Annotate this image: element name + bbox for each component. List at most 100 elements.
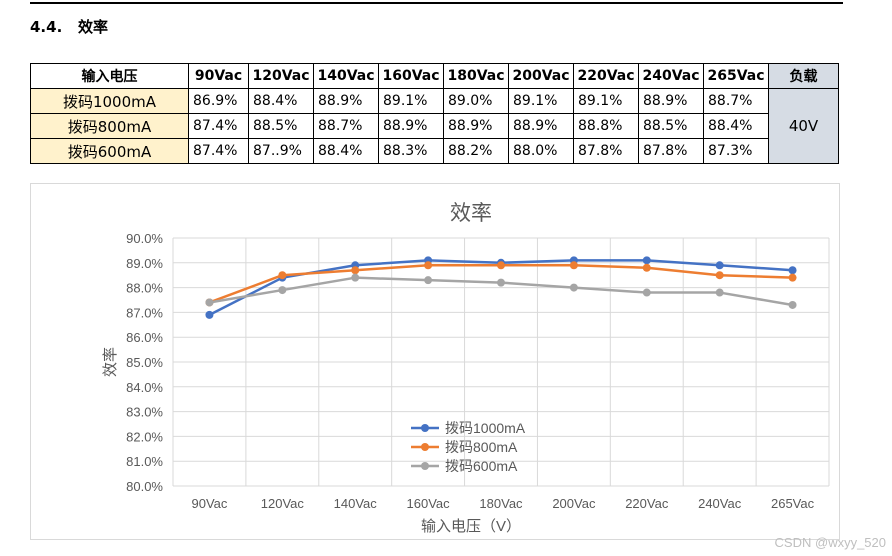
table-cell: 87..9% bbox=[248, 138, 314, 164]
x-tick-label: 140Vac bbox=[334, 496, 378, 511]
header-col: 90Vac bbox=[188, 63, 249, 89]
data-point bbox=[424, 276, 433, 285]
header-col: 120Vac bbox=[248, 63, 314, 89]
data-point bbox=[642, 288, 651, 297]
table-cell: 88.4% bbox=[313, 138, 379, 164]
table-cell: 88.5% bbox=[248, 113, 314, 139]
watermark: CSDN @wxyy_520 bbox=[774, 535, 886, 550]
data-point bbox=[497, 261, 505, 270]
table-cell: 89.1% bbox=[573, 88, 639, 114]
header-col: 220Vac bbox=[573, 63, 639, 89]
data-point bbox=[569, 261, 578, 270]
table-cell: 88.4% bbox=[703, 113, 769, 139]
data-point bbox=[788, 273, 797, 282]
efficiency-line-chart: 效率 80.0% 81.0% 82.0% 83.0% 84.0% 85.0% 86.0% 87.… bbox=[102, 202, 830, 535]
data-point bbox=[278, 286, 287, 295]
table-cell: 88.7% bbox=[313, 113, 379, 139]
row-label: 拨码1000mA bbox=[30, 88, 189, 114]
efficiency-table: 输入电压 90Vac 120Vac 140Vac 160Vac 180Vac 2… bbox=[30, 63, 839, 164]
y-tick-label: 80.0% bbox=[126, 479, 163, 494]
table-cell: 87.4% bbox=[188, 138, 249, 164]
data-point bbox=[788, 266, 797, 275]
table-cell: 88.0% bbox=[508, 138, 574, 164]
table-cell: 89.0% bbox=[443, 88, 509, 114]
table-cell: 88.9% bbox=[378, 113, 444, 139]
table-cell: 88.9% bbox=[313, 88, 379, 114]
row-label: 拨码600mA bbox=[30, 138, 189, 164]
y-tick-label: 87.0% bbox=[126, 305, 163, 320]
table-row: 拨码1000mA 86.9% 88.4% 88.9% 89.1% 89.0% 8… bbox=[30, 88, 839, 164]
y-tick-label: 90.0% bbox=[126, 231, 163, 246]
table-cell: 88.2% bbox=[443, 138, 509, 164]
data-point bbox=[278, 271, 287, 280]
header-col: 240Vac bbox=[638, 63, 704, 89]
load-value: 40V bbox=[768, 88, 839, 164]
header-col: 200Vac bbox=[508, 63, 574, 89]
legend-marker bbox=[421, 424, 429, 432]
table-cell: 89.1% bbox=[378, 88, 444, 114]
x-tick-label: 200Vac bbox=[552, 496, 596, 511]
legend-label: 拨码1000mA bbox=[445, 420, 526, 436]
x-tick-label: 265Vac bbox=[771, 496, 815, 511]
y-tick-label: 82.0% bbox=[126, 429, 163, 444]
data-point bbox=[205, 310, 214, 319]
data-point bbox=[424, 261, 433, 270]
data-point bbox=[715, 261, 724, 270]
y-axis-label: 效率 bbox=[102, 347, 119, 377]
table-cell: 87.8% bbox=[573, 138, 639, 164]
data-point bbox=[351, 266, 360, 275]
table-cell: 88.4% bbox=[248, 88, 314, 114]
header-col: 265Vac bbox=[703, 63, 769, 89]
y-tick-label: 89.0% bbox=[126, 256, 163, 271]
header-input-voltage: 输入电压 bbox=[30, 63, 189, 89]
table-cell: 88.8% bbox=[573, 113, 639, 139]
data-point bbox=[497, 278, 505, 287]
table-cell: 88.3% bbox=[378, 138, 444, 164]
table-cell: 88.5% bbox=[638, 113, 704, 139]
legend-marker bbox=[421, 443, 429, 451]
x-axis-label: 输入电压（V） bbox=[421, 518, 521, 535]
legend-label: 拨码800mA bbox=[445, 439, 518, 455]
table-cell: 88.9% bbox=[508, 113, 574, 139]
table-row: 拨码800mA 87.4% 88.5% 88.7% 88.9% 88.9% 88… bbox=[30, 113, 839, 139]
data-point bbox=[642, 256, 651, 265]
legend-marker bbox=[421, 462, 429, 470]
x-tick-label: 90Vac bbox=[191, 496, 227, 511]
table-cell: 89.1% bbox=[508, 88, 574, 114]
x-tick-label: 120Vac bbox=[261, 496, 305, 511]
table-cell: 88.7% bbox=[703, 88, 769, 114]
data-point bbox=[715, 271, 724, 280]
header-col: 140Vac bbox=[313, 63, 379, 89]
data-point bbox=[569, 283, 578, 292]
y-tick-label: 88.0% bbox=[126, 281, 163, 296]
data-point bbox=[715, 288, 724, 297]
x-tick-label: 240Vac bbox=[698, 496, 742, 511]
x-tick-label: 220Vac bbox=[625, 496, 669, 511]
table-cell: 86.9% bbox=[188, 88, 249, 114]
table-cell: 87.4% bbox=[188, 113, 249, 139]
table-cell: 88.9% bbox=[443, 113, 509, 139]
y-tick-label: 86.0% bbox=[126, 330, 163, 345]
data-point bbox=[642, 263, 651, 272]
header-load: 负载 bbox=[768, 63, 839, 89]
data-point bbox=[351, 273, 360, 282]
x-tick-label: 180Vac bbox=[479, 496, 523, 511]
table-row: 拨码600mA 87.4% 87..9% 88.4% 88.3% 88.2% 8… bbox=[30, 138, 839, 164]
row-label: 拨码800mA bbox=[30, 113, 189, 139]
section-number: 4.4. bbox=[30, 18, 63, 36]
x-tick-label: 160Vac bbox=[407, 496, 451, 511]
chart-frame: 效率 80.0% 81.0% 82.0% 83.0% 84.0% 85.0% 86.0% 87.… bbox=[30, 183, 840, 540]
header-col: 160Vac bbox=[378, 63, 444, 89]
header-col: 180Vac bbox=[443, 63, 509, 89]
table-cell: 87.3% bbox=[703, 138, 769, 164]
y-tick-label: 85.0% bbox=[126, 355, 163, 370]
table-cell: 87.8% bbox=[638, 138, 704, 164]
y-tick-label: 81.0% bbox=[126, 454, 163, 469]
table-cell: 88.9% bbox=[638, 88, 704, 114]
chart-title: 效率 bbox=[450, 202, 492, 225]
data-point bbox=[205, 298, 214, 307]
y-tick-label: 83.0% bbox=[126, 405, 163, 420]
section-heading: 4.4. 效率 bbox=[30, 16, 108, 37]
top-rule bbox=[30, 2, 843, 4]
legend-label: 拨码600mA bbox=[445, 458, 518, 474]
